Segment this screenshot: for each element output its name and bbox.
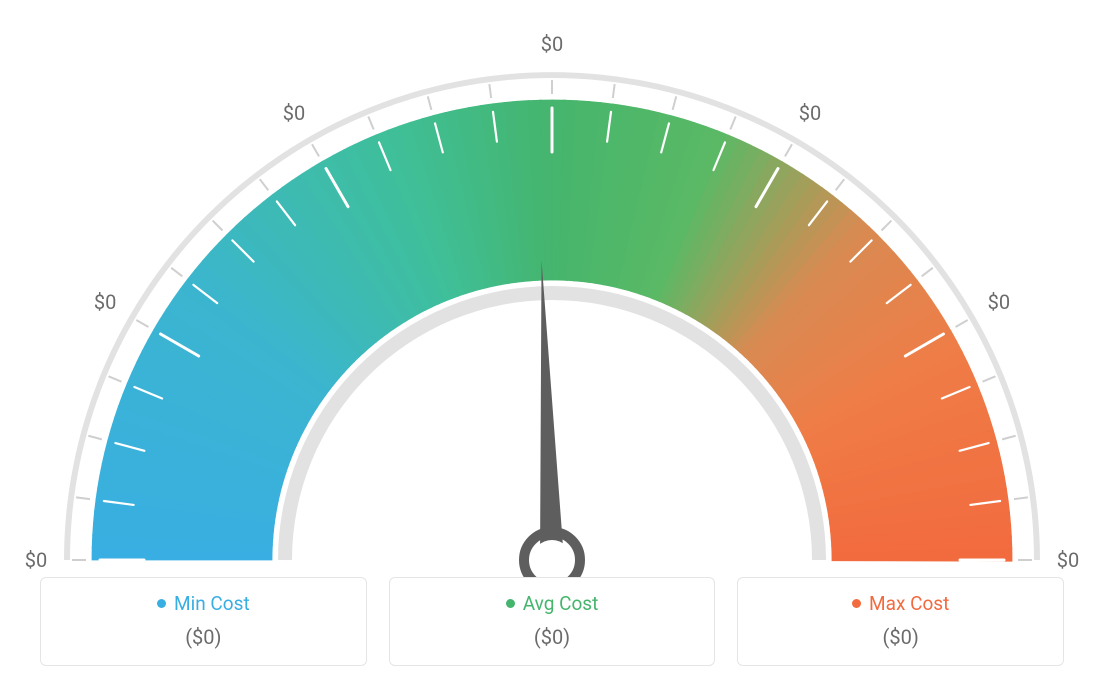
- legend-top-avg: Avg Cost: [402, 592, 703, 615]
- gauge-tick-label: $0: [541, 32, 563, 56]
- gauge-tick-label: $0: [799, 101, 821, 125]
- legend-value-min: ($0): [53, 625, 354, 649]
- legend-top-min: Min Cost: [53, 592, 354, 615]
- gauge-svg: [0, 20, 1104, 620]
- legend-label-max: Max Cost: [869, 592, 949, 615]
- gauge-tick-label: $0: [94, 290, 116, 314]
- gauge-tick-label: $0: [1057, 548, 1079, 572]
- legend-card-max: Max Cost ($0): [737, 577, 1064, 666]
- legend-dot-min: [157, 599, 166, 608]
- gauge-tick-label: $0: [283, 101, 305, 125]
- gauge-area: $0$0$0$0$0$0$0: [0, 0, 1104, 560]
- legend-card-min: Min Cost ($0): [40, 577, 367, 666]
- legend-value-max: ($0): [750, 625, 1051, 649]
- legend-dot-avg: [506, 599, 515, 608]
- legend-row: Min Cost ($0) Avg Cost ($0) Max Cost ($0…: [40, 577, 1064, 666]
- legend-card-avg: Avg Cost ($0): [389, 577, 716, 666]
- legend-dot-max: [852, 599, 861, 608]
- legend-top-max: Max Cost: [750, 592, 1051, 615]
- gauge-tick-label: $0: [988, 290, 1010, 314]
- legend-label-avg: Avg Cost: [523, 592, 599, 615]
- legend-value-avg: ($0): [402, 625, 703, 649]
- legend-label-min: Min Cost: [174, 592, 250, 615]
- gauge-tick-label: $0: [25, 548, 47, 572]
- gauge-chart-container: $0 $0 $0 $0 $0 $0 $0 Min Cost ($0) Avg Cost ($…: [0, 0, 1104, 690]
